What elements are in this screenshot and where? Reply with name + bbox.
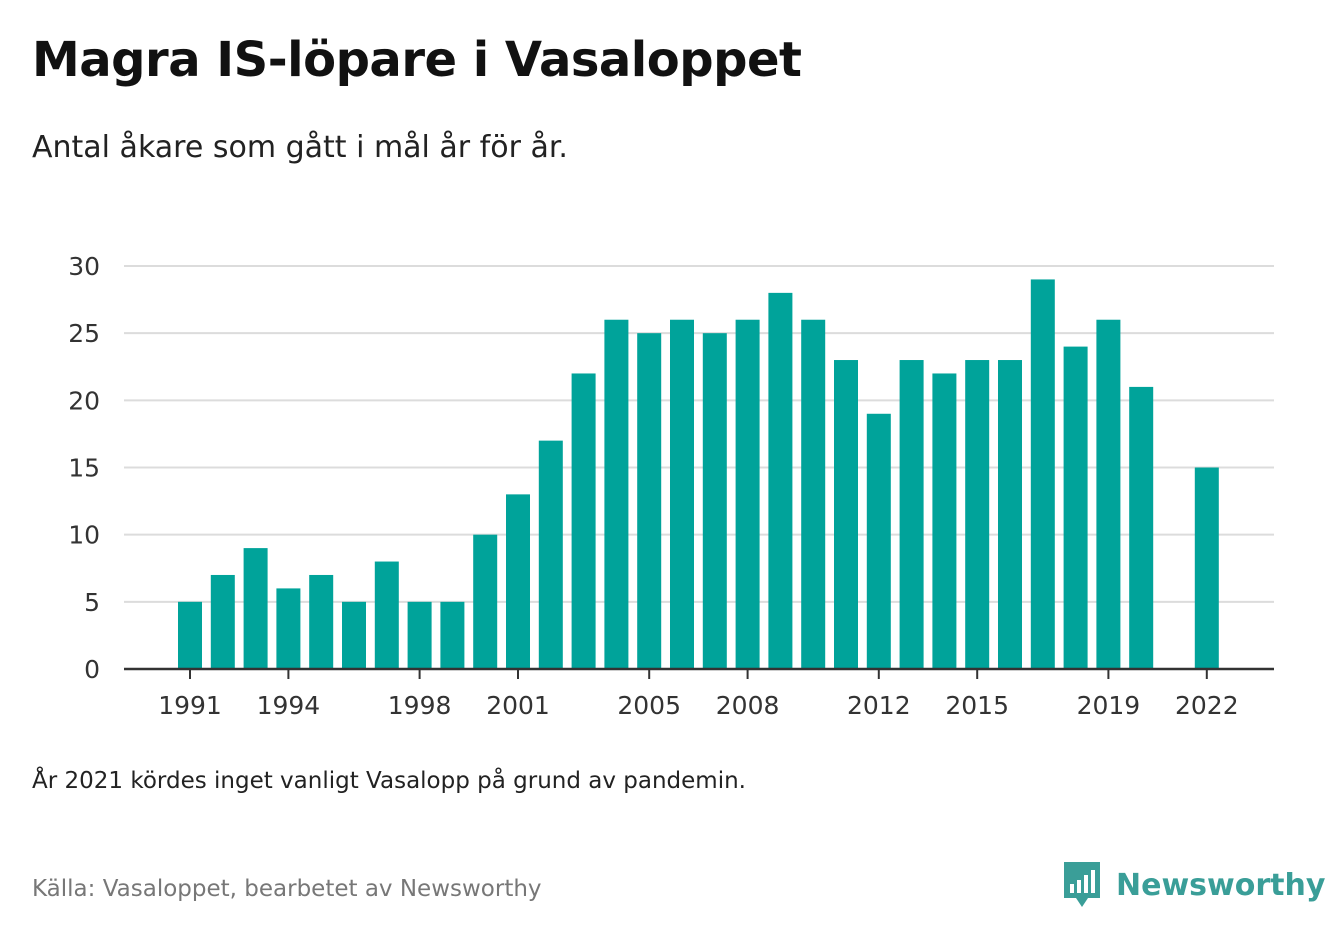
x-tick-label: 2022 xyxy=(1175,691,1239,720)
x-tick-label: 2015 xyxy=(945,691,1009,720)
bar-2007 xyxy=(702,333,727,669)
newsworthy-logo-icon xyxy=(1064,862,1100,907)
bar-1997 xyxy=(374,561,399,669)
bar-1991 xyxy=(178,601,202,669)
bar-1995 xyxy=(309,574,334,669)
chart-subtitle: Antal åkare som gått i mål år för år. xyxy=(32,130,568,165)
bar-2019 xyxy=(1096,319,1121,669)
bar-1999 xyxy=(440,601,465,669)
bar-2005 xyxy=(637,333,662,669)
bar-2022 xyxy=(1194,467,1219,669)
bar-1993 xyxy=(243,548,268,669)
bar-2009 xyxy=(768,292,793,669)
bar-2014 xyxy=(932,373,957,669)
bar-2012 xyxy=(866,413,891,669)
bar-2003 xyxy=(571,373,596,669)
bars xyxy=(178,279,1219,669)
brand-logo: Newsworthy xyxy=(1062,860,1325,910)
y-tick-label: 20 xyxy=(68,386,100,415)
x-tick-label: 2005 xyxy=(617,691,681,720)
bar-2004 xyxy=(604,319,629,669)
x-tick-label: 2008 xyxy=(716,691,780,720)
y-tick-label: 5 xyxy=(84,588,100,617)
bar-2017 xyxy=(1030,279,1055,669)
x-tick-label: 1998 xyxy=(388,691,452,720)
bar-2001 xyxy=(506,494,530,669)
source-credit: Källa: Vasaloppet, bearbetet av Newswort… xyxy=(32,876,542,902)
bar-2011 xyxy=(834,360,858,669)
x-tick-label: 2012 xyxy=(847,691,911,720)
bar-2006 xyxy=(670,319,694,669)
axes: 0 5 10 15 20 25 30 1991 1994 1998 2001 2005 2008 2012… xyxy=(68,252,1274,720)
x-tick-label: 2019 xyxy=(1077,691,1141,720)
y-tick-label: 15 xyxy=(68,454,100,483)
chart-note: År 2021 kördes inget vanligt Vasalopp på… xyxy=(32,768,746,794)
bar-2015 xyxy=(965,360,990,669)
bar-1998 xyxy=(407,601,432,669)
bar-2000 xyxy=(473,534,498,669)
bar-2018 xyxy=(1063,346,1088,669)
y-tick-label: 25 xyxy=(68,319,100,348)
x-tick-label: 2001 xyxy=(486,691,550,720)
bar-2013 xyxy=(899,360,924,669)
x-tick-label: 1994 xyxy=(257,691,321,720)
bar-1996 xyxy=(342,601,366,669)
bar-2008 xyxy=(735,319,760,669)
bar-1994 xyxy=(276,588,301,669)
bar-2020 xyxy=(1129,386,1154,669)
bar-1992 xyxy=(210,574,235,669)
bar-2010 xyxy=(801,319,826,669)
y-tick-label: 30 xyxy=(68,252,100,281)
y-tick-label: 10 xyxy=(68,521,100,550)
x-tick-label: 1991 xyxy=(158,691,222,720)
y-tick-label: 0 xyxy=(84,655,100,684)
chart-title: Magra IS-löpare i Vasaloppet xyxy=(32,32,802,88)
bar-2016 xyxy=(998,360,1022,669)
bar-2002 xyxy=(538,440,563,669)
brand-name: Newsworthy xyxy=(1116,867,1326,903)
